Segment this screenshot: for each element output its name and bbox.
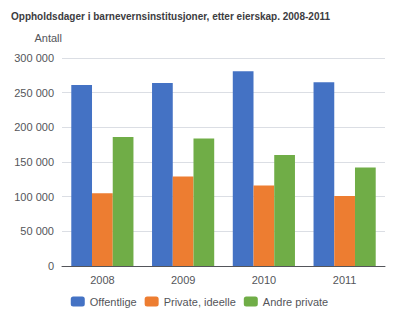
svg-text:100 000: 100 000 [14,191,54,203]
svg-text:2010: 2010 [252,274,276,286]
svg-text:200 000: 200 000 [14,121,54,133]
svg-text:2008: 2008 [90,274,114,286]
svg-text:150 000: 150 000 [14,156,54,168]
svg-text:250 000: 250 000 [14,87,54,99]
svg-text:Private, ideelle: Private, ideelle [164,296,236,308]
svg-text:Offentlige: Offentlige [90,296,137,308]
svg-text:50 000: 50 000 [20,225,54,237]
svg-text:2011: 2011 [333,274,357,286]
svg-text:2009: 2009 [171,274,195,286]
svg-text:Oppholdsdager i barnevernsinst: Oppholdsdager i barnevernsinstitusjoner,… [11,11,330,22]
svg-text:0: 0 [48,260,54,272]
svg-text:Andre private: Andre private [263,296,328,308]
svg-text:300 000: 300 000 [14,52,54,64]
svg-text:Antall: Antall [34,32,62,44]
